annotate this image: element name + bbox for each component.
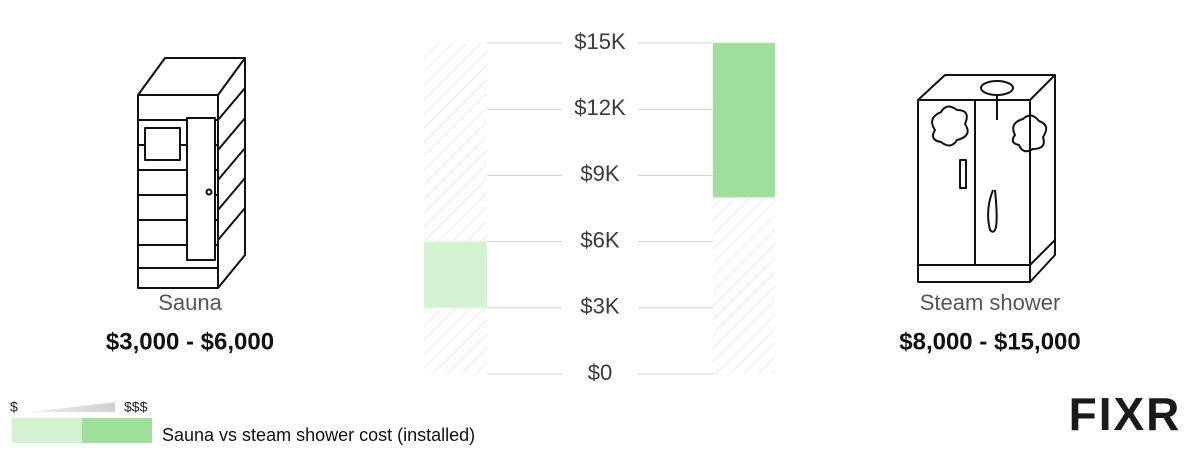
category-label: Sauna [158,290,222,315]
range-bar [424,241,487,308]
scale-label: $$$ [124,399,148,415]
legend-swatch [12,418,82,443]
range-bar [713,43,775,198]
shower-icon [917,74,1056,283]
tick-label-bg [562,95,638,124]
tick-label-bg [562,29,638,57]
tick-label-bg [562,360,638,388]
price-label: $3,000 - $6,000 [106,328,274,355]
y-tick-label: $3K [580,294,619,319]
legend-swatch [82,418,152,443]
y-tick-label: $6K [580,227,619,252]
y-tick-label: $12K [574,95,626,120]
logo: FIXR [1069,388,1182,440]
category-label: Steam shower [920,290,1061,315]
hatch-column [424,43,487,374]
tick-label-bg [562,227,638,256]
price-label: $8,000 - $15,000 [899,328,1081,355]
tick-label-bg [562,293,638,322]
scale-label: $ [10,399,18,415]
sauna-icon [137,57,246,289]
scale-wedge [30,402,115,412]
y-tick-label: $15K [574,29,626,54]
y-tick-label: $0 [588,360,612,385]
tick-label-bg [562,161,638,190]
legend-title: Sauna vs steam shower cost (installed) [162,425,475,445]
y-tick-label: $9K [580,161,619,186]
